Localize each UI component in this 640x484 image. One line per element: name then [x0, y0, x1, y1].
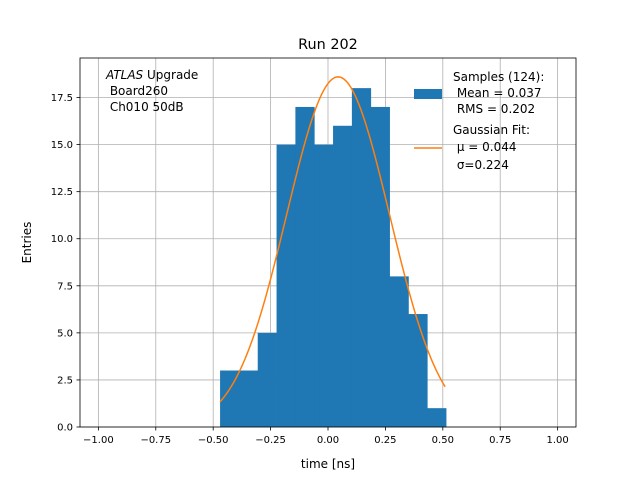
- x-tick-label: 0.00: [317, 435, 339, 446]
- histogram-bar: [408, 314, 428, 427]
- atlas-annotation: ATLAS Upgrade Board260 Ch010 50dB: [105, 68, 198, 114]
- histogram-bar: [238, 370, 259, 427]
- histogram-bar: [427, 408, 447, 427]
- x-tick-label: −1.00: [83, 435, 114, 446]
- histogram-bar: [389, 276, 409, 427]
- legend-mu: μ = 0.044: [453, 140, 517, 154]
- histogram-bar: [220, 370, 240, 427]
- histogram-bar: [314, 144, 334, 427]
- y-tick-label: 12.5: [51, 187, 73, 198]
- legend-histogram-swatch: [414, 89, 442, 99]
- histogram-bar: [295, 106, 315, 428]
- annotation-line-3: Ch010 50dB: [106, 100, 184, 114]
- gaussian-fit-curve: [219, 76, 446, 403]
- histogram-bars: [220, 88, 447, 428]
- x-tick-label: 0.75: [489, 435, 511, 446]
- y-tick-label: 0.0: [57, 423, 73, 434]
- legend-mean: Mean = 0.037: [453, 86, 542, 100]
- y-tick-label: 2.5: [57, 375, 73, 386]
- y-tick-label: 15.0: [51, 140, 73, 151]
- histogram-bar: [370, 106, 390, 428]
- histogram-bar: [257, 332, 277, 427]
- annotation-line-2: Board260: [106, 84, 168, 98]
- histogram-bar: [276, 144, 296, 427]
- y-tick-label: 17.5: [51, 93, 73, 104]
- y-axis-label: Entries: [20, 222, 34, 264]
- x-axis-label: time [ns]: [301, 457, 355, 471]
- x-tick-label: 1.00: [546, 435, 568, 446]
- legend: Samples (124): Mean = 0.037 RMS = 0.202 …: [414, 70, 544, 172]
- x-tick-label: −0.25: [255, 435, 286, 446]
- atlas-label: ATLAS: [105, 68, 144, 82]
- histogram-bar: [333, 125, 353, 427]
- y-tick-label: 10.0: [51, 234, 73, 245]
- annotation-line-1: ATLAS Upgrade: [105, 68, 198, 82]
- y-tick-label: 7.5: [57, 281, 73, 292]
- legend-rms: RMS = 0.202: [453, 102, 535, 116]
- y-tick-label: 5.0: [57, 328, 73, 339]
- legend-histogram-title: Samples (124):: [453, 70, 544, 84]
- legend-sigma: σ=0.224: [453, 158, 509, 172]
- x-tick-label: 0.50: [432, 435, 454, 446]
- legend-fit-title: Gaussian Fit:: [453, 123, 530, 137]
- x-tick-label: −0.75: [140, 435, 171, 446]
- histogram-bar: [351, 88, 372, 428]
- x-axis-ticks: −1.00 −0.75 −0.50 −0.25 0.00 0.25 0.50 0.75 1.00: [83, 427, 569, 446]
- x-tick-label: 0.25: [374, 435, 396, 446]
- y-axis-ticks: 0.0 2.5 5.0 7.5 10.0 12.5 15.0 17.5: [51, 93, 80, 434]
- upgrade-label: Upgrade: [143, 68, 198, 82]
- x-tick-label: −0.50: [198, 435, 229, 446]
- chart-title: Run 202: [298, 37, 358, 53]
